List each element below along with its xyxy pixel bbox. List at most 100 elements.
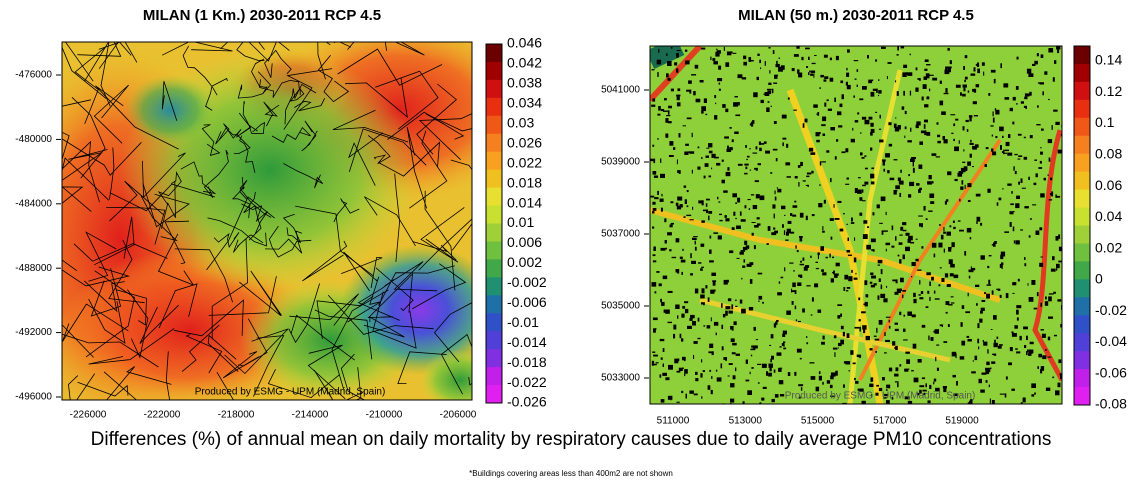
building bbox=[869, 383, 874, 387]
building bbox=[856, 84, 858, 87]
building bbox=[659, 374, 662, 378]
building bbox=[749, 148, 751, 150]
building bbox=[817, 254, 819, 259]
building bbox=[736, 225, 741, 229]
building bbox=[802, 180, 806, 182]
building bbox=[927, 290, 930, 294]
building bbox=[1048, 296, 1052, 302]
building bbox=[780, 276, 784, 279]
road bbox=[62, 303, 129, 342]
building bbox=[924, 68, 928, 71]
colorbar-segment bbox=[1074, 135, 1090, 155]
building bbox=[871, 275, 876, 279]
road bbox=[90, 268, 122, 317]
building bbox=[900, 226, 904, 231]
building bbox=[796, 348, 802, 353]
building bbox=[861, 157, 865, 159]
building bbox=[734, 299, 737, 301]
building bbox=[730, 326, 734, 330]
building bbox=[689, 390, 694, 394]
building bbox=[953, 138, 955, 142]
building bbox=[856, 354, 862, 357]
building bbox=[782, 330, 787, 335]
building bbox=[714, 95, 717, 99]
building bbox=[846, 287, 851, 289]
building bbox=[845, 81, 848, 86]
building bbox=[837, 273, 839, 276]
building bbox=[929, 74, 934, 76]
building bbox=[1009, 107, 1013, 112]
building bbox=[957, 220, 961, 222]
building bbox=[861, 189, 864, 193]
building bbox=[708, 351, 713, 354]
building bbox=[763, 141, 767, 144]
building bbox=[779, 346, 782, 348]
building bbox=[907, 311, 912, 316]
building bbox=[933, 290, 936, 294]
building bbox=[842, 95, 844, 99]
building bbox=[752, 152, 758, 154]
building bbox=[728, 310, 733, 314]
building bbox=[929, 88, 931, 92]
building bbox=[731, 352, 736, 355]
building bbox=[727, 375, 730, 377]
building bbox=[791, 301, 794, 305]
building bbox=[950, 302, 955, 304]
building bbox=[818, 203, 823, 208]
building bbox=[1002, 188, 1004, 190]
building bbox=[700, 47, 706, 50]
building bbox=[1048, 293, 1054, 295]
building bbox=[706, 325, 711, 329]
building bbox=[751, 345, 754, 348]
building bbox=[794, 290, 797, 295]
building bbox=[776, 320, 779, 322]
building bbox=[833, 335, 837, 339]
building bbox=[870, 284, 875, 288]
building bbox=[682, 305, 686, 309]
building bbox=[858, 356, 861, 358]
building bbox=[933, 253, 936, 258]
building bbox=[823, 54, 828, 58]
road bbox=[313, 369, 365, 400]
building bbox=[925, 218, 928, 220]
building bbox=[770, 334, 774, 339]
road bbox=[387, 111, 465, 140]
building bbox=[943, 92, 949, 95]
building bbox=[707, 297, 710, 302]
building bbox=[721, 303, 723, 308]
building bbox=[824, 76, 829, 79]
road bbox=[174, 248, 233, 303]
building bbox=[773, 213, 775, 219]
building bbox=[893, 123, 897, 128]
building bbox=[691, 260, 696, 264]
building bbox=[913, 292, 916, 298]
building bbox=[785, 239, 789, 241]
building bbox=[716, 162, 721, 166]
building bbox=[1032, 204, 1037, 206]
building bbox=[821, 124, 826, 127]
building bbox=[984, 164, 987, 167]
building bbox=[822, 116, 827, 122]
colorbar-segment bbox=[486, 97, 502, 117]
road bbox=[115, 289, 147, 326]
building bbox=[718, 65, 722, 70]
building bbox=[744, 205, 747, 209]
building bbox=[703, 325, 706, 327]
building bbox=[972, 101, 977, 105]
building bbox=[897, 254, 900, 257]
building bbox=[1028, 349, 1034, 354]
map-frame bbox=[61, 41, 473, 401]
building bbox=[889, 177, 895, 181]
building bbox=[721, 346, 724, 351]
building bbox=[746, 155, 750, 158]
building bbox=[900, 288, 902, 291]
building bbox=[777, 188, 782, 193]
building bbox=[1034, 159, 1037, 161]
building bbox=[903, 90, 905, 96]
building bbox=[793, 270, 795, 272]
building bbox=[898, 242, 903, 245]
building bbox=[810, 255, 812, 258]
building bbox=[784, 267, 786, 272]
building bbox=[972, 88, 976, 92]
building bbox=[687, 151, 690, 153]
